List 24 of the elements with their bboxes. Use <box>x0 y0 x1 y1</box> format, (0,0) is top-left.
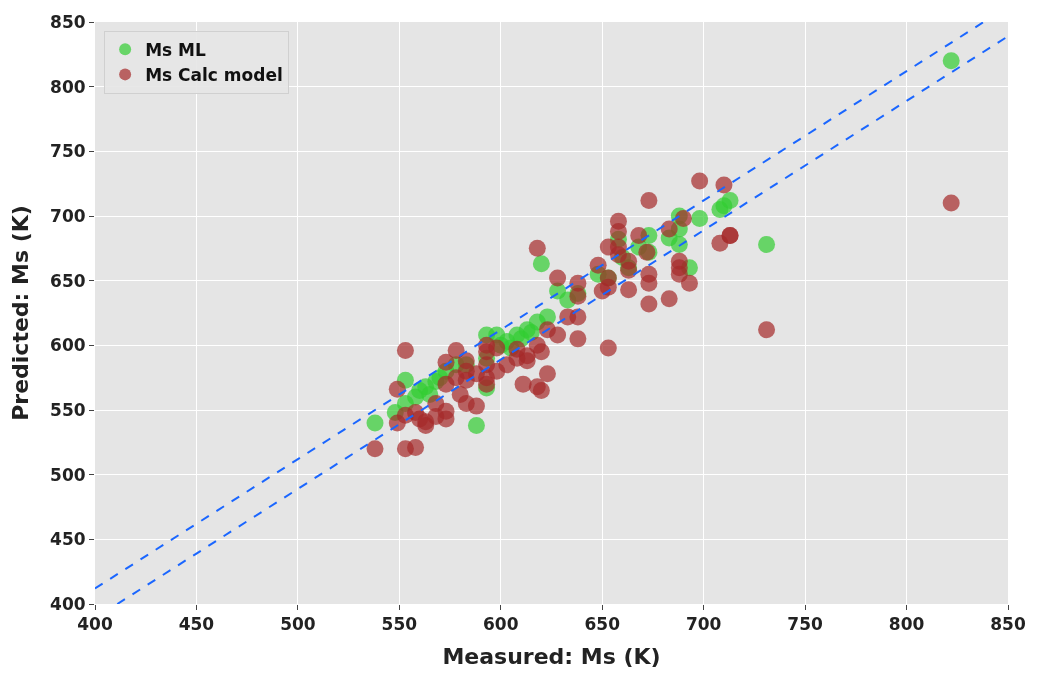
x-tick-label: 400 <box>77 614 113 635</box>
y-axis-title: Predicted: Ms (K) <box>7 205 33 421</box>
y-tick-label: 850 <box>50 11 86 32</box>
legend-label: Ms Calc model <box>145 65 283 86</box>
x-tick-label: 850 <box>990 614 1026 635</box>
x-tick-label: 800 <box>888 614 925 635</box>
y-tick-label: 750 <box>50 141 86 162</box>
y-tick-label: 650 <box>50 270 86 291</box>
y-tick-label: 400 <box>50 593 86 614</box>
legend-label: Ms ML <box>145 39 206 60</box>
x-tick-label: 600 <box>483 614 519 635</box>
y-tick-label: 600 <box>50 335 86 356</box>
x-tick-label: 500 <box>280 614 316 635</box>
y-tick-label: 700 <box>50 205 86 226</box>
x-axis-title: Measured: Ms (K) <box>442 644 661 670</box>
x-tick-label: 550 <box>381 614 418 635</box>
y-tick-label: 450 <box>50 529 86 550</box>
x-tick-label: 450 <box>178 614 215 635</box>
x-tick-label: 750 <box>787 614 824 635</box>
y-tick-label: 500 <box>50 464 86 485</box>
x-tick-label: 650 <box>584 614 621 635</box>
y-tick-label: 550 <box>50 399 86 420</box>
x-tick-label: 700 <box>685 614 722 635</box>
y-tick-label: 800 <box>50 76 86 97</box>
